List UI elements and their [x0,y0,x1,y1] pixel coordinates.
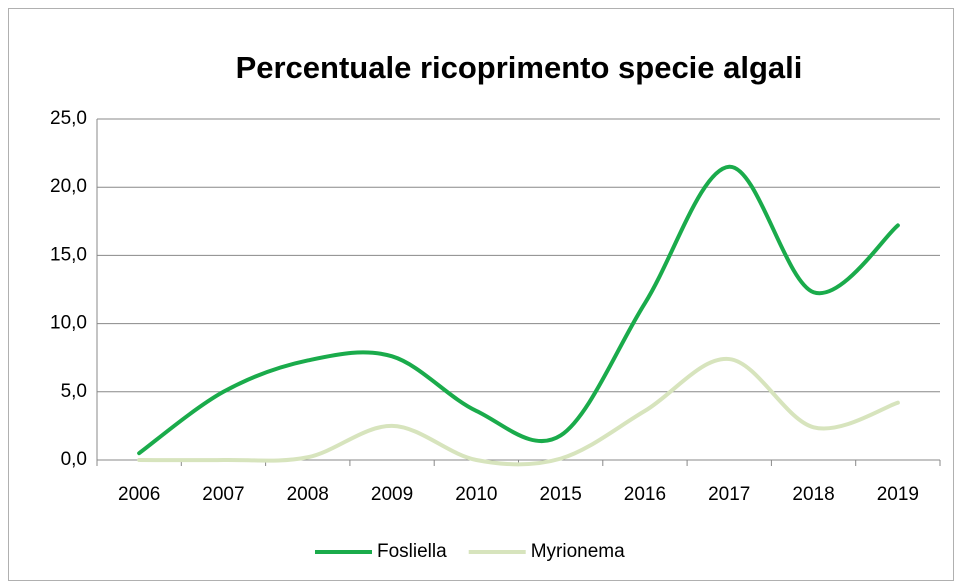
x-tick-label: 2010 [455,484,497,505]
y-tick-label: 15,0 [50,244,87,265]
y-tick-label: 0,0 [61,449,87,470]
x-tick-label: 2009 [371,484,413,505]
x-tick-label: 2018 [792,484,834,505]
chart-frame [8,8,954,581]
x-tick-label: 2007 [202,484,244,505]
legend-label: Fosliella [377,541,447,562]
y-tick-label: 5,0 [61,381,87,402]
y-tick-label: 25,0 [50,108,87,129]
legend-label: Myrionema [531,541,625,562]
x-tick-label: 2019 [877,484,919,505]
x-tick-label: 2015 [540,484,582,505]
y-tick-label: 10,0 [50,313,87,334]
series-line [137,164,900,456]
x-tick-label: 2017 [708,484,750,505]
x-tick-label: 2008 [287,484,329,505]
series-line [137,357,900,467]
chart-title: Percentuale ricoprimento specie algali [236,50,803,85]
x-tick-label: 2006 [118,484,160,505]
y-tick-label: 20,0 [50,176,87,197]
x-tick-label: 2016 [624,484,666,505]
